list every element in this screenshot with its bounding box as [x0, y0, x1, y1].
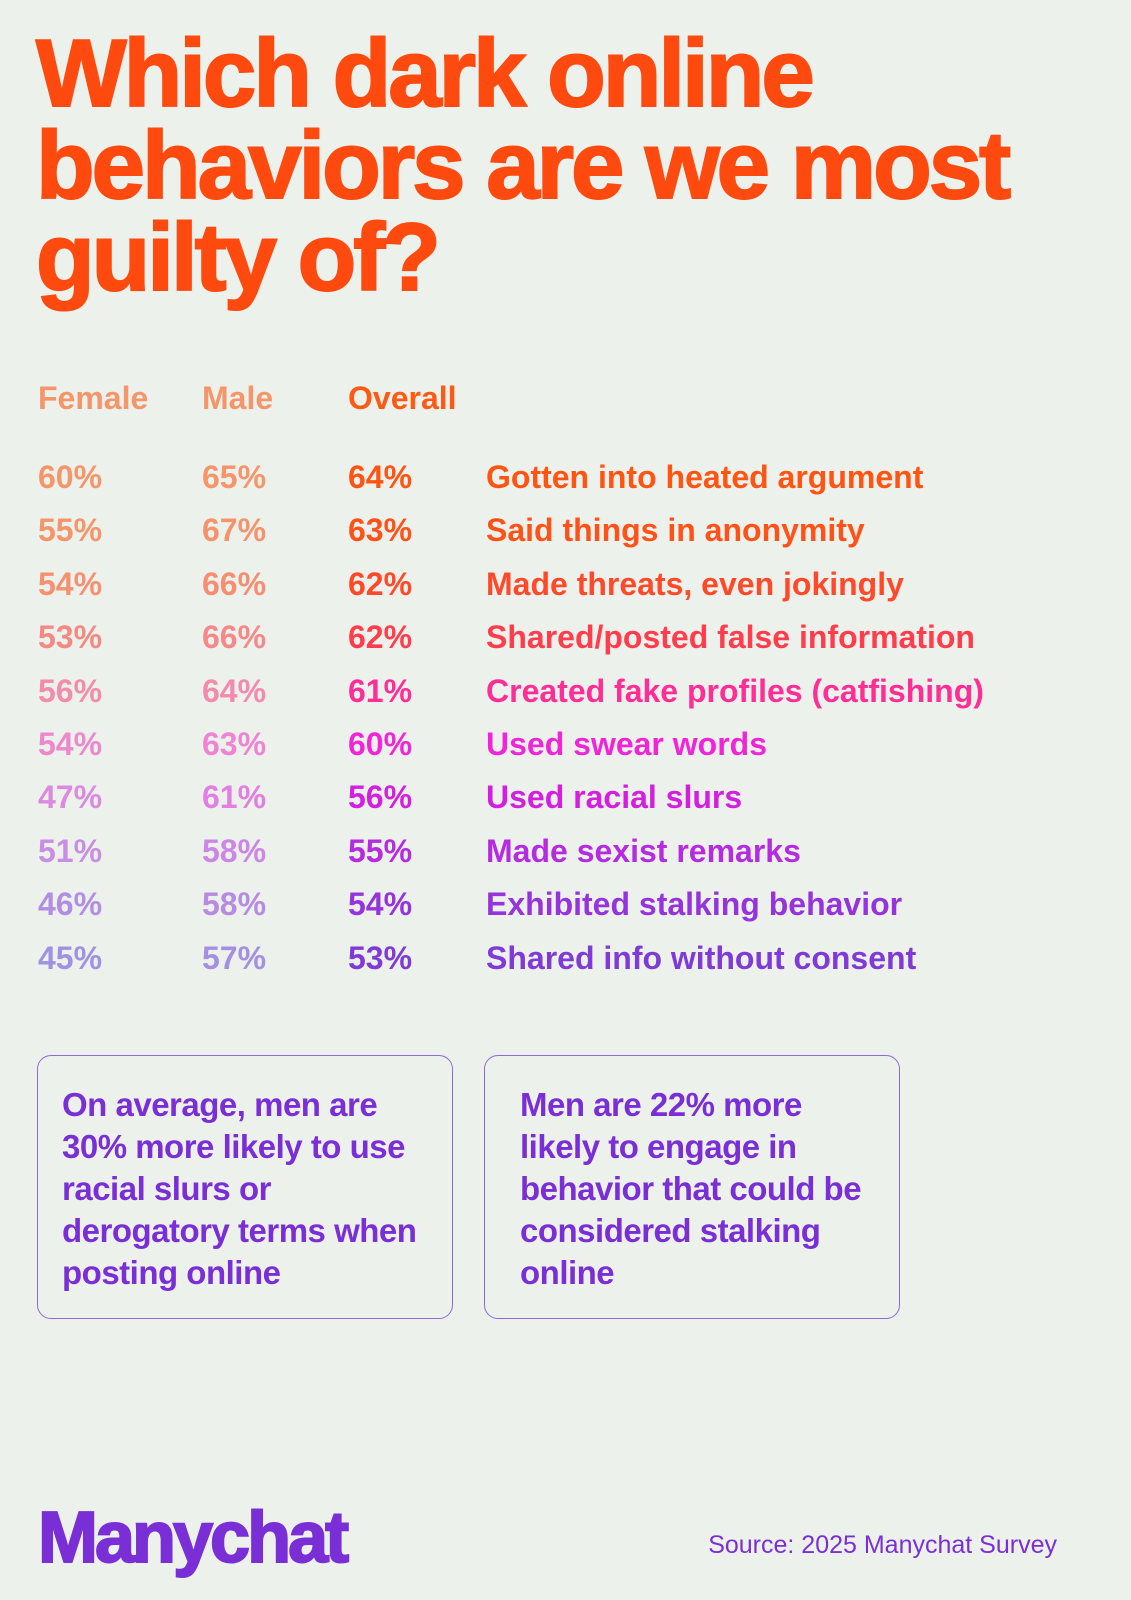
female-value: 53% — [38, 619, 103, 656]
behavior-label: Exhibited stalking behavior — [486, 886, 903, 923]
behavior-label: Said things in anonymity — [486, 512, 865, 549]
female-value: 60% — [38, 459, 103, 495]
female-value: 51% — [38, 832, 103, 869]
column-header-overall: Overall — [348, 380, 457, 416]
behavior-label: Made sexist remarks — [486, 832, 801, 869]
manychat-logo: Manychat — [37, 1497, 350, 1579]
behavior-label: Used swear words — [486, 726, 767, 762]
overall-value: 53% — [348, 939, 413, 976]
male-value: 65% — [202, 459, 267, 495]
callout-text: Men are 22% more likely to engage in beh… — [520, 1086, 862, 1291]
female-value: 55% — [38, 512, 103, 549]
female-value: 45% — [38, 939, 103, 976]
behavior-label: Shared/posted false information — [486, 619, 975, 656]
behavior-label: Gotten into heated argument — [486, 459, 924, 495]
overall-value: 61% — [348, 672, 413, 709]
overall-value: 55% — [348, 832, 413, 869]
behavior-label: Shared info without consent — [486, 939, 917, 976]
overall-value: 54% — [348, 886, 413, 923]
page-title: Which dark online behaviors are we most … — [35, 20, 1012, 311]
female-value: 54% — [38, 565, 103, 602]
behavior-label: Created fake profiles (catfishing) — [486, 672, 984, 709]
overall-value: 62% — [348, 619, 413, 656]
male-value: 57% — [202, 939, 267, 976]
callout-text: On average, men are 30% more likely to u… — [62, 1086, 417, 1291]
column-header-male: Male — [202, 380, 274, 416]
column-header-female: Female — [38, 380, 149, 416]
male-value: 67% — [202, 512, 267, 549]
callout-card-stalking: Men are 22% more likely to engage in beh… — [484, 1055, 900, 1319]
male-value: 58% — [202, 886, 267, 923]
behavior-label: Used racial slurs — [486, 779, 743, 816]
female-value: 54% — [38, 726, 103, 762]
male-value: 66% — [202, 565, 267, 602]
female-value: 46% — [38, 886, 103, 923]
male-value: 66% — [202, 619, 267, 656]
overall-value: 56% — [348, 779, 413, 816]
callout-card-racial-slurs: On average, men are 30% more likely to u… — [37, 1055, 453, 1319]
male-value: 61% — [202, 779, 267, 816]
male-value: 64% — [202, 672, 267, 709]
source-caption: Source: 2025 Manychat Survey — [708, 1531, 1057, 1559]
male-value: 63% — [202, 726, 267, 762]
overall-value: 62% — [348, 565, 413, 602]
data-table: 60% 65% 64% Gotten into heated argument 55% 6… — [38, 459, 984, 976]
female-value: 47% — [38, 779, 103, 816]
behavior-label: Made threats, even jokingly — [486, 565, 904, 602]
overall-value: 60% — [348, 726, 413, 762]
male-value: 58% — [202, 832, 267, 869]
overall-value: 63% — [348, 512, 413, 549]
female-value: 56% — [38, 672, 103, 709]
overall-value: 64% — [348, 459, 413, 495]
